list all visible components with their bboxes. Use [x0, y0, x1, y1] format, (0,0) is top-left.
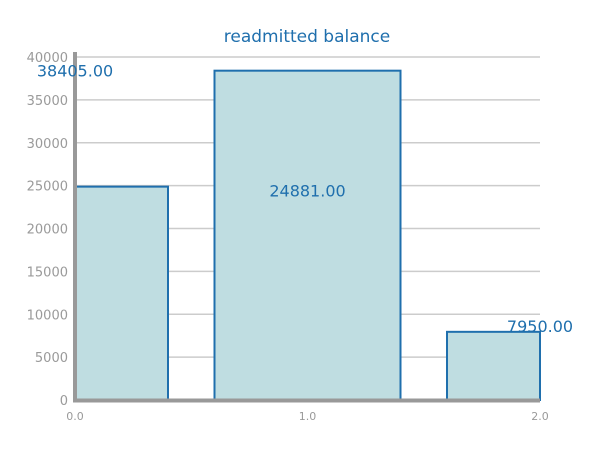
data-labels: 38405.00 24881.00 7950.00 — [37, 62, 573, 336]
data-label: 24881.00 — [269, 182, 345, 201]
y-tick-label: 20000 — [27, 223, 68, 238]
y-tick-label: 30000 — [27, 137, 68, 152]
x-tick-label: 1.0 — [299, 410, 317, 423]
bar — [446, 330, 541, 401]
data-label: 7950.00 — [507, 317, 573, 336]
x-tick-label: 2.0 — [531, 410, 549, 423]
x-axis-ticks: 0.0 1.0 2.0 — [66, 410, 549, 423]
y-tick-label: 5000 — [35, 351, 68, 366]
y-tick-label: 0 — [60, 394, 68, 409]
y-tick-label: 10000 — [27, 308, 68, 323]
x-tick-label: 0.0 — [66, 410, 84, 423]
data-label: 38405.00 — [37, 62, 113, 81]
y-tick-label: 25000 — [27, 180, 68, 195]
y-tick-label: 35000 — [27, 94, 68, 109]
bars — [74, 69, 541, 401]
bar — [74, 185, 169, 401]
y-tick-label: 40000 — [27, 51, 68, 66]
y-axis-ticks: 0 5000 10000 15000 20000 25000 30000 35000 40000 — [27, 51, 68, 409]
y-tick-label: 15000 — [27, 265, 68, 280]
bar — [213, 69, 402, 401]
chart-title: readmitted balance — [224, 27, 390, 47]
